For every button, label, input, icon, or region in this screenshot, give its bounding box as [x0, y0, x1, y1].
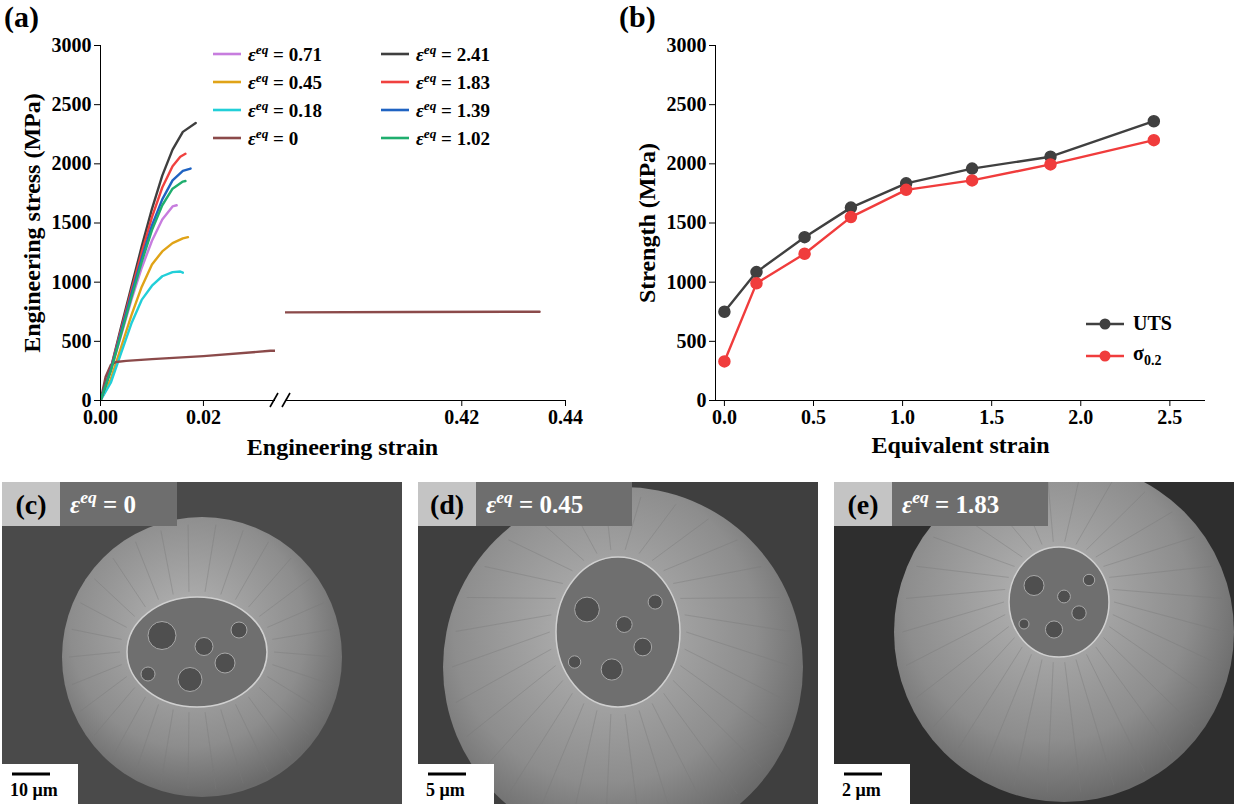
svg-text:1500: 1500: [52, 211, 92, 233]
svg-text:10 μm: 10 μm: [10, 780, 58, 800]
html-text:εeq= 1.02: εeq= 1.02: [416, 126, 490, 150]
svg-text:εeq = 1.83: εeq = 1.83: [902, 487, 999, 518]
svg-text:5 μm: 5 μm: [426, 780, 465, 800]
svg-text:Equivalent strain: Equivalent strain: [871, 432, 1049, 458]
html-text:(b): (b): [619, 0, 656, 33]
html-text:εeq= 2.41: εeq= 2.41: [416, 42, 490, 66]
svg-text:0.42: 0.42: [444, 406, 479, 428]
svg-text:0.0: 0.0: [712, 406, 737, 428]
html-text:UTS: UTS: [1133, 312, 1172, 334]
svg-text:(d): (d): [430, 489, 464, 520]
svg-text:1000: 1000: [52, 271, 92, 293]
svg-text:2.5: 2.5: [1157, 406, 1182, 428]
svg-text:(c): (c): [15, 489, 46, 520]
html-text:εeq= 1.83: εeq= 1.83: [416, 70, 490, 94]
html-text:Engineering strain: Engineering strain: [246, 434, 439, 460]
html-text:εeq= 0.71: εeq= 0.71: [248, 42, 322, 66]
svg-text:500: 500: [677, 330, 707, 352]
svg-text:2500: 2500: [667, 93, 707, 115]
svg-text:1.5: 1.5: [979, 406, 1004, 428]
svg-text:Engineering stress (MPa): Engineering stress (MPa): [19, 93, 45, 353]
svg-text:3000: 3000: [667, 34, 707, 56]
html-text:εeq= 0: εeq= 0: [248, 126, 299, 150]
svg-text:3000: 3000: [52, 34, 92, 56]
svg-text:2 μm: 2 μm: [842, 780, 881, 800]
svg-text:(e): (e): [847, 489, 878, 520]
svg-text:0.5: 0.5: [801, 406, 826, 428]
svg-text:2500: 2500: [52, 93, 92, 115]
html-text:εeq= 1.39: εeq= 1.39: [416, 98, 490, 122]
svg-text:0.02: 0.02: [186, 406, 221, 428]
svg-text:Strength (MPa): Strength (MPa): [634, 143, 660, 303]
svg-text:0.44: 0.44: [548, 406, 583, 428]
svg-text:1.0: 1.0: [890, 406, 915, 428]
svg-text:1500: 1500: [667, 211, 707, 233]
svg-text:0: 0: [697, 389, 707, 411]
svg-text:2.0: 2.0: [1068, 406, 1093, 428]
svg-text:0: 0: [81, 388, 92, 411]
html-text:εeq= 0.45: εeq= 0.45: [248, 70, 322, 94]
svg-text:εeq = 0: εeq = 0: [70, 487, 136, 518]
html-text:εeq= 0.18: εeq= 0.18: [248, 98, 322, 122]
svg-text:0.00: 0.00: [83, 406, 118, 428]
svg-text:2000: 2000: [667, 152, 707, 174]
svg-text:2000: 2000: [52, 152, 92, 174]
svg-text:εeq = 0.45: εeq = 0.45: [486, 487, 583, 518]
html-text:σ0.2: σ0.2: [1133, 342, 1162, 368]
svg-text:1000: 1000: [667, 271, 707, 293]
svg-text:500: 500: [62, 330, 92, 352]
html-text:(a): (a): [4, 0, 39, 33]
